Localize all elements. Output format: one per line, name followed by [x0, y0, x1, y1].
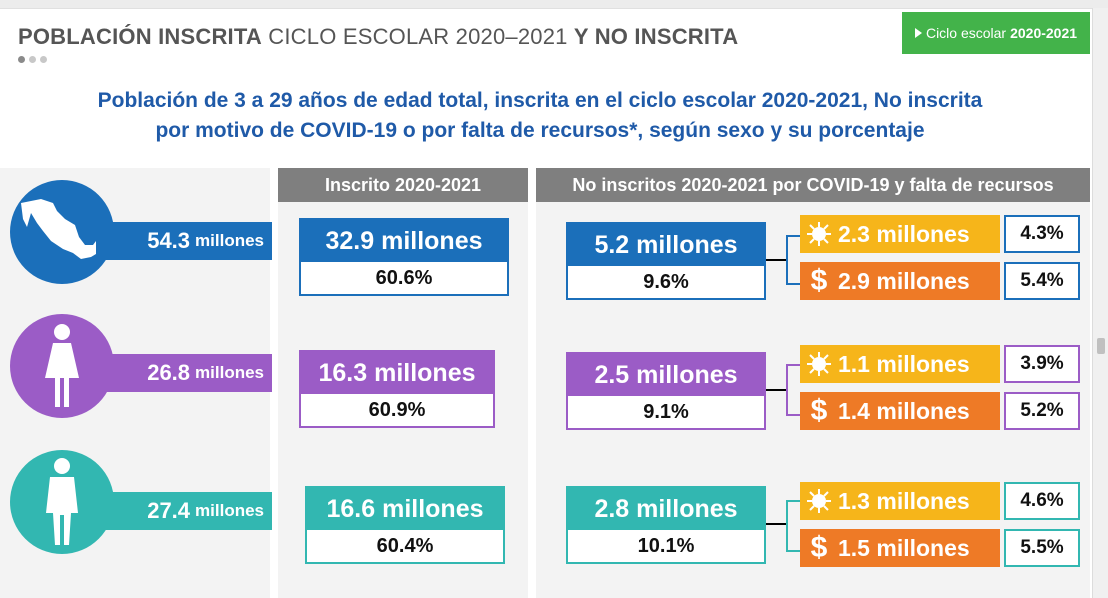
covid-pct-men: 4.6%	[1004, 482, 1080, 520]
resources-value-women: 1.4 millones	[838, 397, 970, 424]
title-bold-1: POBLACIÓN INSCRITA	[18, 24, 262, 49]
enrolled-box-women: 16.3 millones 60.9%	[299, 350, 495, 428]
not-enrolled-value-total: 5.2 millones	[568, 224, 764, 266]
enrolled-column-header: Inscrito 2020-2021	[278, 168, 528, 202]
page-title: POBLACIÓN INSCRITA CICLO ESCOLAR 2020–20…	[18, 24, 738, 50]
women-population-label: 26.8 millones	[96, 354, 272, 392]
enrolled-value-women: 16.3 millones	[301, 352, 493, 394]
carousel-dot-3[interactable]	[40, 56, 47, 63]
virus-icon	[807, 222, 831, 246]
subtitle-line-1: Población de 3 a 29 años de edad total, …	[97, 89, 983, 112]
covid-value-women: 1.1 millones	[838, 350, 970, 377]
not-enrolled-value-women: 2.5 millones	[568, 354, 764, 396]
scrollbar-thumb[interactable]	[1097, 338, 1105, 354]
dollar-icon: $	[810, 531, 828, 564]
title-bold-2: Y NO INSCRITA	[573, 24, 739, 49]
resources-pct-women: 5.2%	[1004, 392, 1080, 430]
dollar-icon: $	[810, 394, 828, 427]
cycle-badge-button[interactable]: Ciclo escolar 2020-2021	[902, 12, 1090, 54]
enrolled-pct-women: 60.9%	[368, 399, 426, 421]
resources-value-men: 1.5 millones	[838, 534, 970, 561]
enrolled-box-total: 32.9 millones 60.6%	[299, 218, 509, 296]
men-population-label: 27.4 millones	[96, 492, 272, 530]
bracket-total	[786, 235, 802, 285]
covid-value-men: 1.3 millones	[838, 487, 970, 514]
total-population-value: 54.3	[147, 228, 191, 253]
mexico-map-icon	[21, 199, 104, 259]
men-population-circle	[10, 450, 114, 554]
dollar-icon: $	[810, 264, 828, 297]
carousel-dot-1[interactable]	[18, 56, 25, 63]
not-enrolled-column-header: No inscritos 2020-2021 por COVID-19 y fa…	[536, 168, 1090, 202]
women-population-value: 26.8	[147, 360, 191, 385]
carousel-dots[interactable]	[18, 56, 47, 63]
bracket-men	[786, 500, 802, 552]
connector-line-total	[766, 259, 786, 261]
enrolled-value-total: 32.9 millones	[301, 220, 507, 262]
not-enrolled-pct-men: 10.1%	[637, 535, 695, 557]
resources-pct-men: 5.5%	[1004, 529, 1080, 567]
connector-line-women	[766, 389, 786, 391]
not-enrolled-box-total: 5.2 millones 9.6%	[566, 222, 766, 300]
top-strip	[0, 0, 1108, 9]
not-enrolled-box-men: 2.8 millones 10.1%	[566, 486, 766, 564]
vertical-scrollbar[interactable]	[1092, 8, 1108, 598]
resources-bar-women: $ 1.4 millones	[800, 392, 1000, 430]
virus-icon	[807, 489, 831, 513]
woman-icon	[45, 324, 79, 407]
chart-subtitle: Población de 3 a 29 años de edad total, …	[40, 86, 1040, 146]
enrolled-pct-men: 60.4%	[376, 535, 434, 557]
resources-value-total: 2.9 millones	[838, 267, 970, 294]
title-regular: CICLO ESCOLAR 2020–2021	[268, 24, 568, 49]
connector-line-men	[766, 523, 786, 525]
virus-icon	[807, 352, 831, 376]
play-triangle-icon	[914, 28, 922, 38]
total-population-unit: millones	[195, 231, 264, 250]
cycle-badge-prefix: Ciclo escolar	[925, 25, 1007, 41]
covid-bar-women: 1.1 millones	[800, 345, 1000, 383]
men-population-unit: millones	[195, 501, 264, 520]
total-population-label: 54.3 millones	[96, 222, 272, 260]
man-icon	[46, 458, 78, 545]
covid-value-total: 2.3 millones	[838, 220, 970, 247]
covid-bar-men: 1.3 millones	[800, 482, 1000, 520]
cycle-badge-year: 2020-2021	[1010, 25, 1078, 41]
men-population-value: 27.4	[147, 498, 191, 523]
not-enrolled-box-women: 2.5 millones 9.1%	[566, 352, 766, 430]
enrolled-value-men: 16.6 millones	[307, 488, 503, 530]
subtitle-line-2: por motivo de COVID-19 o por falta de re…	[155, 119, 925, 142]
women-population-unit: millones	[195, 363, 264, 382]
resources-bar-men: $ 1.5 millones	[800, 529, 1000, 567]
not-enrolled-pct-women: 9.1%	[643, 401, 689, 423]
enrolled-box-men: 16.6 millones 60.4%	[305, 486, 505, 564]
women-population-circle	[10, 314, 114, 418]
resources-pct-total: 5.4%	[1004, 262, 1080, 300]
covid-bar-total: 2.3 millones	[800, 215, 1000, 253]
covid-pct-total: 4.3%	[1004, 215, 1080, 253]
not-enrolled-pct-total: 9.6%	[643, 271, 689, 293]
bracket-women	[786, 364, 802, 416]
enrolled-pct-total: 60.6%	[375, 267, 433, 289]
covid-pct-women: 3.9%	[1004, 345, 1080, 383]
carousel-dot-2[interactable]	[29, 56, 36, 63]
resources-bar-total: $ 2.9 millones	[800, 262, 1000, 300]
not-enrolled-value-men: 2.8 millones	[568, 488, 764, 530]
